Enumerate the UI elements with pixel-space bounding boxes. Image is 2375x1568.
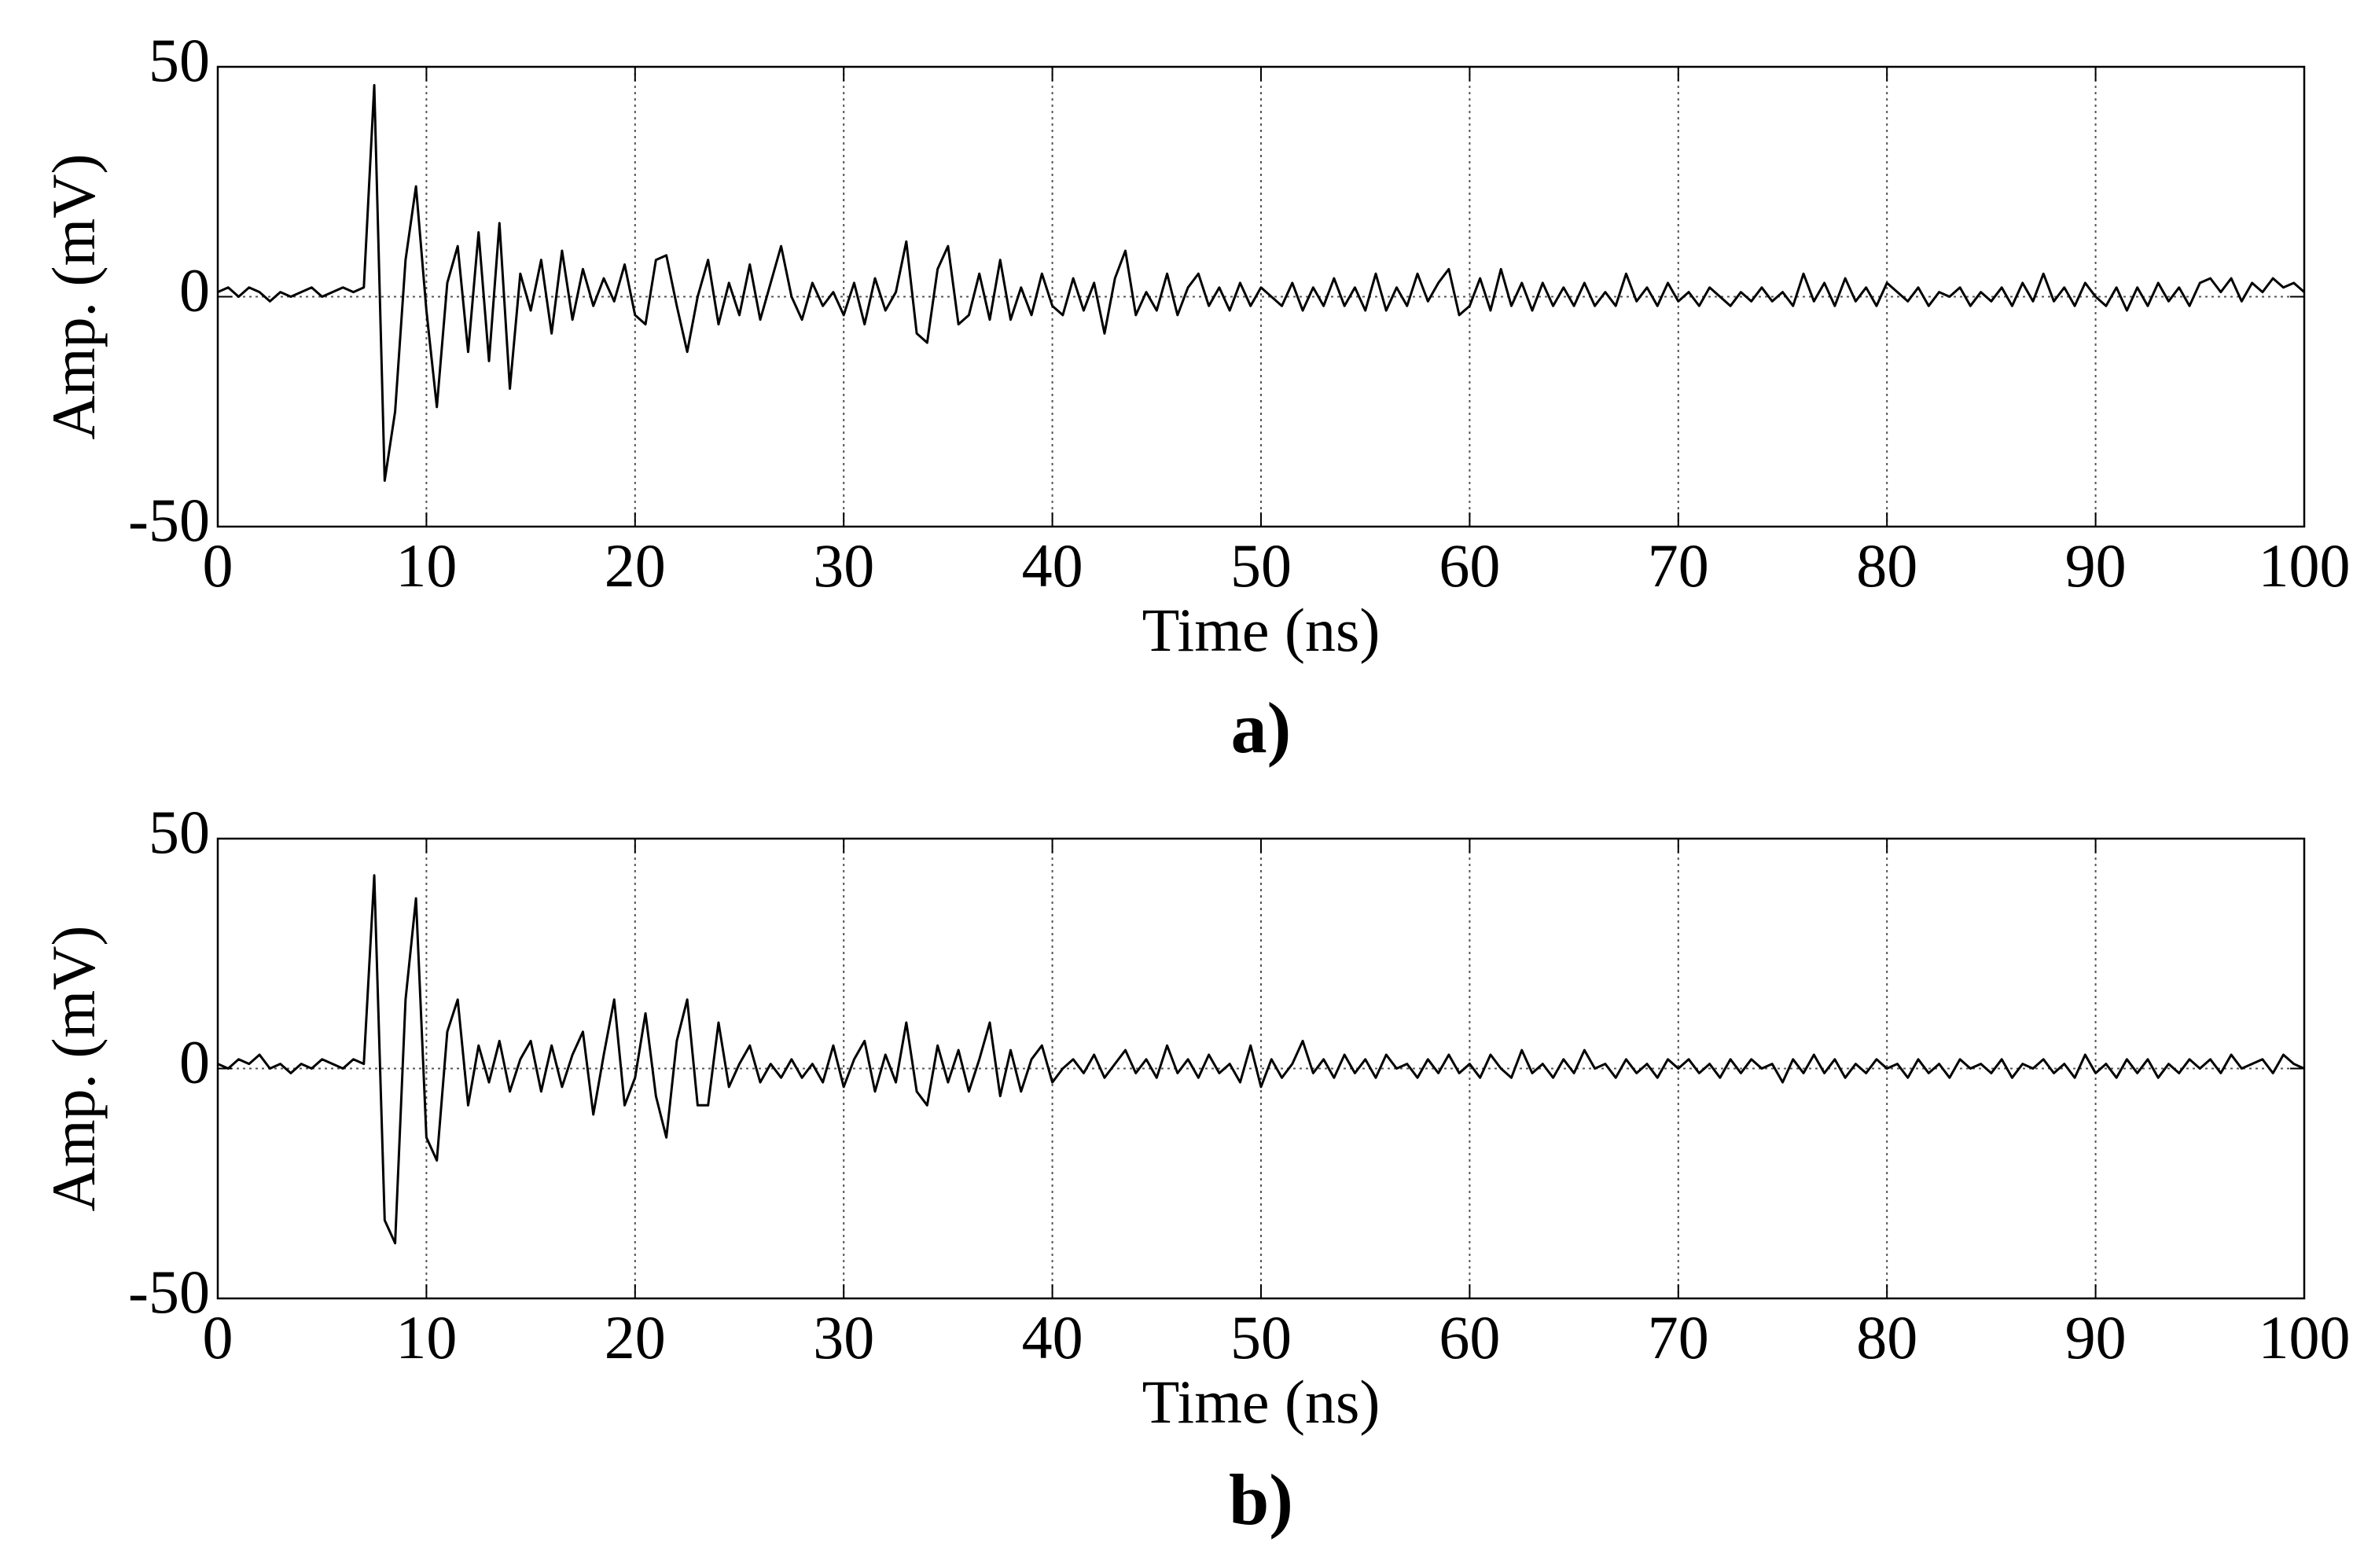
x-tick-label: 60: [1439, 531, 1500, 600]
y-tick-label: 50: [149, 26, 210, 94]
x-tick-label: 0: [203, 531, 233, 600]
x-tick-label: 70: [1648, 1303, 1709, 1372]
panel-caption: a): [1231, 688, 1292, 768]
x-tick-label: 90: [2065, 1303, 2127, 1372]
x-tick-label: 80: [1856, 1303, 1917, 1372]
plot-frame: [216, 65, 2306, 528]
y-tick-label: 0: [179, 255, 210, 324]
x-tick-label: 0: [203, 1303, 233, 1372]
x-tick-label: 40: [1022, 531, 1083, 600]
x-tick-label: 80: [1856, 531, 1917, 600]
panel-caption: b): [1229, 1460, 1293, 1540]
y-axis-label: Amp. (mV): [39, 154, 108, 440]
y-tick-label: -50: [128, 486, 210, 554]
x-axis-label: Time (ns): [1142, 1368, 1381, 1436]
x-tick-label: 50: [1230, 531, 1292, 600]
signal-line: [217, 874, 2305, 1245]
x-tick-label: 10: [395, 531, 457, 600]
y-tick-label: 0: [179, 1027, 210, 1096]
x-axis-label: Time (ns): [1142, 596, 1381, 664]
x-tick-label: 30: [813, 1303, 874, 1372]
x-tick-label: 100: [2259, 1303, 2351, 1372]
x-tick-label: 20: [605, 531, 666, 600]
y-tick-label: 50: [149, 798, 210, 866]
x-tick-label: 90: [2065, 531, 2127, 600]
y-tick-label: -50: [128, 1258, 210, 1326]
signal-line: [217, 83, 2305, 482]
x-tick-label: 100: [2259, 531, 2351, 600]
x-tick-label: 70: [1648, 531, 1709, 600]
x-tick-label: 40: [1022, 1303, 1083, 1372]
x-tick-label: 10: [395, 1303, 457, 1372]
y-axis-label: Amp. (mV): [39, 926, 108, 1212]
x-tick-label: 30: [813, 531, 874, 600]
x-tick-label: 20: [605, 1303, 666, 1372]
x-tick-label: 50: [1230, 1303, 1292, 1372]
x-tick-label: 60: [1439, 1303, 1500, 1372]
